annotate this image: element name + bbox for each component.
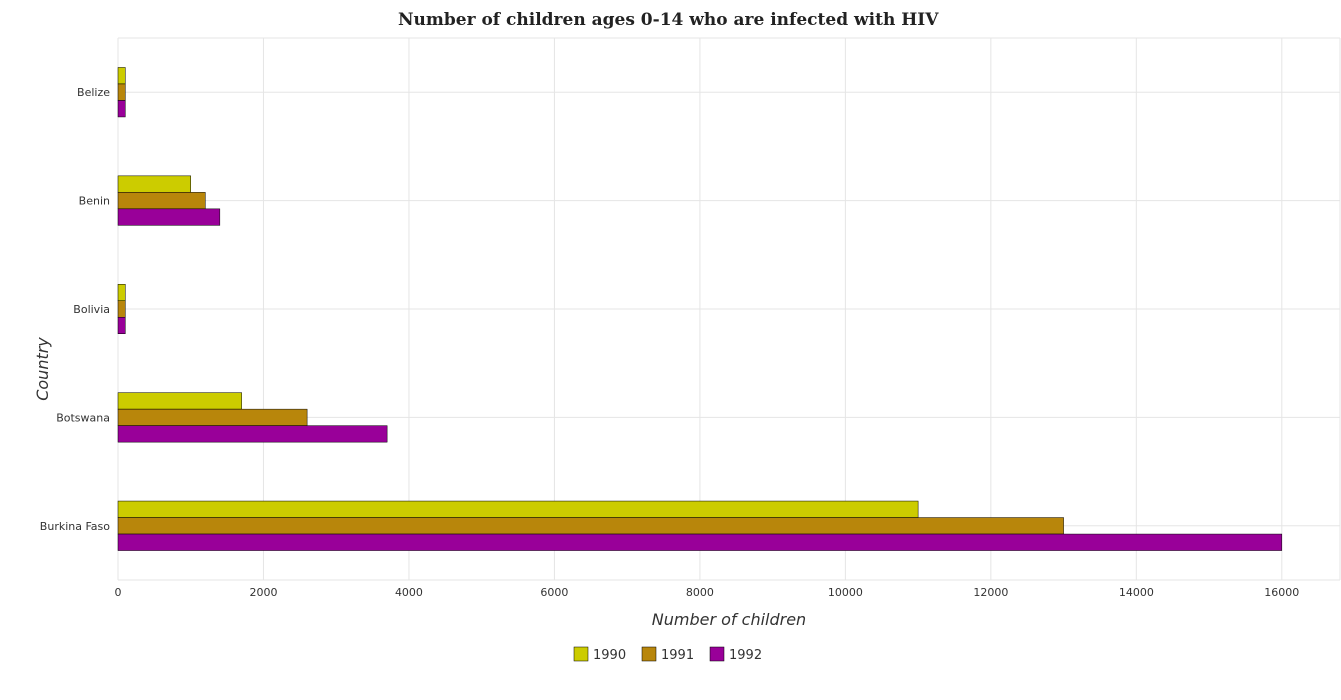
legend-swatch-1991 <box>641 646 657 662</box>
y-tick-label: Bolivia <box>73 303 110 316</box>
x-tick-label: 14000 <box>1119 586 1154 599</box>
bar-burkina-faso-1992 <box>117 533 1283 551</box>
bar-burkina-faso-1990 <box>117 500 919 518</box>
y-tick-label: Burkina Faso <box>40 520 110 533</box>
x-tick-label: 12000 <box>973 586 1008 599</box>
y-tick-labels: Belize Benin Bolivia Botswana Burkina Faso <box>40 86 110 533</box>
y-tick-label: Belize <box>77 86 110 99</box>
legend-label-1992: 1992 <box>729 648 762 663</box>
x-axis-title: Number of children <box>652 610 806 629</box>
bars <box>117 67 1283 551</box>
chart-title: Number of children ages 0-14 who are inf… <box>398 10 939 30</box>
bar-belize-1990 <box>117 67 126 85</box>
grid <box>117 37 1341 581</box>
x-tick-label: 2000 <box>249 586 277 599</box>
bar-burkina-faso-1991 <box>117 517 1064 535</box>
x-tick-labels: 0 2000 4000 6000 8000 10000 12000 14000 16000 <box>115 586 1300 599</box>
x-tick-label: 16000 <box>1264 586 1299 599</box>
bar-belize-1991 <box>117 83 126 101</box>
bar-botswana-1990 <box>117 392 242 410</box>
bar-botswana-1991 <box>117 408 308 426</box>
legend-swatch-1990 <box>573 646 589 662</box>
y-tick-label: Botswana <box>56 411 110 424</box>
legend-label-1991: 1991 <box>661 648 694 663</box>
bar-belize-1992 <box>117 100 126 118</box>
bar-bolivia-1992 <box>117 317 126 334</box>
x-tick-label: 8000 <box>686 586 714 599</box>
bar-benin-1992 <box>117 208 221 226</box>
bar-botswana-1992 <box>117 425 388 443</box>
x-tick-label: 10000 <box>828 586 863 599</box>
y-axis-title: Country <box>33 337 52 401</box>
bar-benin-1990 <box>117 175 191 193</box>
bar-benin-1991 <box>117 192 206 210</box>
bar-bolivia-1990 <box>117 284 126 301</box>
legend-label-1990: 1990 <box>593 648 626 663</box>
x-tick-label: 4000 <box>395 586 423 599</box>
x-tick-label: 6000 <box>540 586 568 599</box>
legend: 1990 1991 1992 <box>573 646 762 663</box>
legend-swatch-1992 <box>709 646 725 662</box>
bar-bolivia-1991 <box>117 300 126 318</box>
x-tick-label: 0 <box>115 586 122 599</box>
y-tick-label: Benin <box>79 195 110 208</box>
